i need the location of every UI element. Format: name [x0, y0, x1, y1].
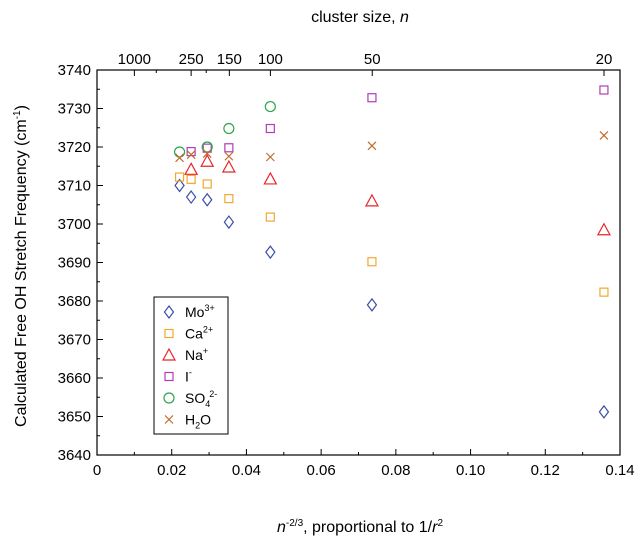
y-tick-label: 3710: [58, 178, 91, 195]
data-point: [265, 152, 275, 162]
data-point: [263, 171, 278, 185]
data-point: [201, 141, 213, 153]
top-tick-label: 50: [364, 51, 381, 68]
legend: Mo3+ Ca2+ Na+ I- SO42- H2O: [153, 296, 229, 435]
data-point: [175, 153, 184, 163]
data-point: [200, 153, 215, 167]
top-tick-label: 20: [596, 51, 613, 68]
legend-marker: [164, 371, 174, 382]
x-tick-label: 0.14: [605, 462, 634, 479]
y-tick-label: 3650: [58, 409, 91, 426]
data-point: [186, 150, 196, 160]
y-tick-label: 3700: [58, 216, 91, 233]
data-point: [367, 257, 377, 267]
legend-marker: [164, 328, 174, 339]
data-point: [367, 93, 377, 103]
data-point: [224, 193, 234, 204]
y-tick-label: 3720: [58, 139, 91, 156]
legend-marker: [164, 415, 174, 424]
series-h: [175, 131, 609, 163]
data-point: [264, 100, 276, 113]
x-tick-label: 0.12: [531, 462, 560, 479]
series-so: [173, 100, 276, 158]
data-point: [366, 297, 378, 312]
x-tick-label: 0.02: [157, 462, 186, 479]
y-tick-label: 3680: [58, 293, 91, 310]
x-axis-title: n-2/3, proportional to 1/r2: [277, 518, 443, 536]
marks-layer: [173, 85, 611, 419]
data-point: [202, 179, 212, 189]
legend-marker: [161, 347, 177, 361]
top-tick-label: 150: [217, 51, 242, 68]
legend-label: Ca2+: [185, 325, 213, 342]
data-point: [186, 174, 196, 184]
top-tick-label: 250: [179, 51, 204, 68]
x-tick-label: 0.04: [232, 462, 261, 479]
y-axis-title: Calculated Free OH Stretch Frequency (cm…: [12, 105, 30, 427]
series-ca: [174, 172, 609, 297]
data-point: [599, 287, 609, 297]
data-point: [599, 131, 609, 140]
legend-marker: [163, 392, 175, 404]
data-point: [186, 147, 196, 157]
legend-label: SO42-: [185, 389, 217, 409]
data-point: [364, 193, 379, 207]
legend-label: H2O: [185, 412, 211, 431]
x-tick-label: 0.06: [307, 462, 336, 479]
x-tick-label: 0.10: [456, 462, 485, 479]
data-point: [224, 143, 234, 153]
data-point: [223, 215, 235, 230]
data-point: [598, 404, 610, 419]
data-point: [367, 141, 377, 151]
data-point: [265, 212, 275, 222]
series-i: [186, 85, 609, 157]
data-point: [184, 162, 199, 175]
series-na: [184, 153, 611, 236]
y-tick-label: 3640: [58, 447, 91, 464]
data-point: [224, 151, 234, 161]
top-tick-label: 1000: [118, 51, 151, 68]
top-tick-label: 100: [258, 51, 283, 68]
data-point: [202, 149, 212, 158]
y-tick-label: 3730: [58, 101, 91, 118]
data-point: [265, 123, 275, 134]
data-point: [185, 190, 197, 205]
y-tick-label: 3670: [58, 332, 91, 349]
legend-label: Mo3+: [185, 303, 215, 320]
data-point: [265, 245, 276, 260]
y-tick-label: 3690: [58, 255, 91, 272]
legend-box: [153, 296, 229, 435]
axes-layer: 0 0.02 0.04 0.06 0.08 0.10 0.12 0.14 3640 3650 366…: [58, 51, 635, 479]
data-point: [174, 178, 185, 193]
series-mo: [174, 178, 610, 419]
data-point: [221, 159, 236, 173]
data-point: [174, 172, 185, 182]
x-tick-label: 0: [93, 462, 101, 479]
y-tick-label: 3740: [58, 62, 91, 79]
data-point: [173, 146, 186, 158]
data-point: [201, 192, 213, 207]
x-tick-label: 0.08: [381, 462, 410, 479]
legend-marker: [163, 305, 175, 319]
y-tick-label: 3660: [58, 370, 91, 387]
legend-label: Na+: [185, 346, 208, 363]
legend-label: I-: [185, 368, 192, 385]
data-point: [596, 222, 611, 236]
data-point: [223, 122, 235, 135]
top-axis-title: cluster size, n: [311, 9, 409, 26]
data-point: [599, 85, 609, 95]
